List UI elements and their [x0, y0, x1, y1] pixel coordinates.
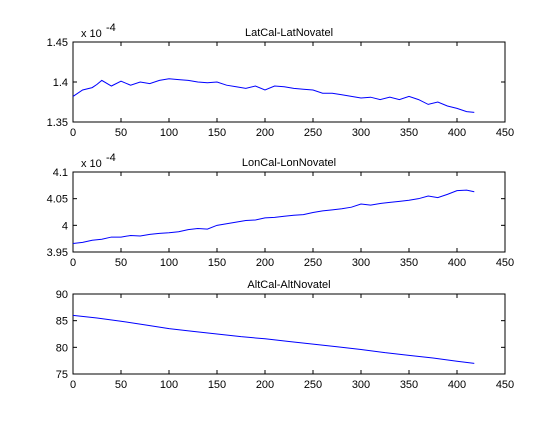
subplot-1: LatCal-LatNovatel 0 50 100 150 200 250 300 350 40…	[47, 22, 515, 139]
y-exponent-power: -4	[106, 152, 116, 164]
x-tick-label: 400	[448, 127, 466, 139]
chart-title: AltCal-AltNovatel	[247, 279, 330, 291]
x-tick-label: 350	[400, 257, 418, 269]
chart-title: LonCal-LonNovatel	[242, 157, 336, 169]
x-tick-label: 350	[400, 127, 418, 139]
x-tick-label: 200	[256, 379, 274, 391]
x-tick-label: 200	[256, 127, 274, 139]
y-tick-label: 1.45	[47, 37, 68, 49]
x-tick-label: 400	[448, 257, 466, 269]
y-tick-label: 4.1	[53, 167, 68, 179]
y-tick-label: 90	[56, 289, 68, 301]
x-tick-label: 450	[496, 257, 514, 269]
subplot-3: AltCal-AltNovatel 0 50 100 150 200 250 300 350 40…	[56, 279, 514, 391]
y-tick-label: 1.35	[47, 117, 68, 129]
x-tick-label: 150	[208, 379, 226, 391]
y-tick-label: 85	[56, 316, 68, 328]
x-tick-label: 0	[70, 379, 76, 391]
x-tick-label: 350	[400, 379, 418, 391]
y-tick-label: 1.4	[53, 77, 68, 89]
y-tick-label: 75	[56, 369, 68, 381]
x-tick-label: 50	[115, 379, 127, 391]
plot-area	[73, 294, 505, 374]
x-tick-label: 200	[256, 257, 274, 269]
x-tick-label: 300	[352, 257, 370, 269]
x-tick-label: 450	[496, 379, 514, 391]
x-tick-label: 0	[70, 257, 76, 269]
y-exponent-base: x 10	[81, 158, 102, 170]
y-tick-label: 3.95	[47, 247, 68, 259]
x-tick-label: 250	[304, 379, 322, 391]
x-tick-label: 150	[208, 257, 226, 269]
subplot-2: LonCal-LonNovatel 0 50 100 150 200 250 300 350 40…	[47, 152, 515, 269]
x-tick-label: 100	[160, 127, 178, 139]
x-tick-label: 100	[160, 257, 178, 269]
y-tick-label: 80	[56, 342, 68, 354]
x-tick-label: 100	[160, 379, 178, 391]
x-tick-label: 400	[448, 379, 466, 391]
x-tick-label: 50	[115, 257, 127, 269]
plot-area	[73, 172, 505, 252]
plot-area	[73, 42, 505, 122]
x-tick-label: 0	[70, 127, 76, 139]
y-exponent-base: x 10	[81, 28, 102, 40]
x-tick-label: 250	[304, 257, 322, 269]
chart-title: LatCal-LatNovatel	[245, 27, 333, 39]
x-tick-label: 150	[208, 127, 226, 139]
y-tick-label: 4.05	[47, 194, 68, 206]
x-tick-label: 450	[496, 127, 514, 139]
y-exponent-power: -4	[106, 22, 116, 34]
y-tick-label: 4	[62, 220, 68, 232]
x-tick-label: 300	[352, 379, 370, 391]
x-tick-label: 50	[115, 127, 127, 139]
x-tick-label: 250	[304, 127, 322, 139]
x-tick-label: 300	[352, 127, 370, 139]
